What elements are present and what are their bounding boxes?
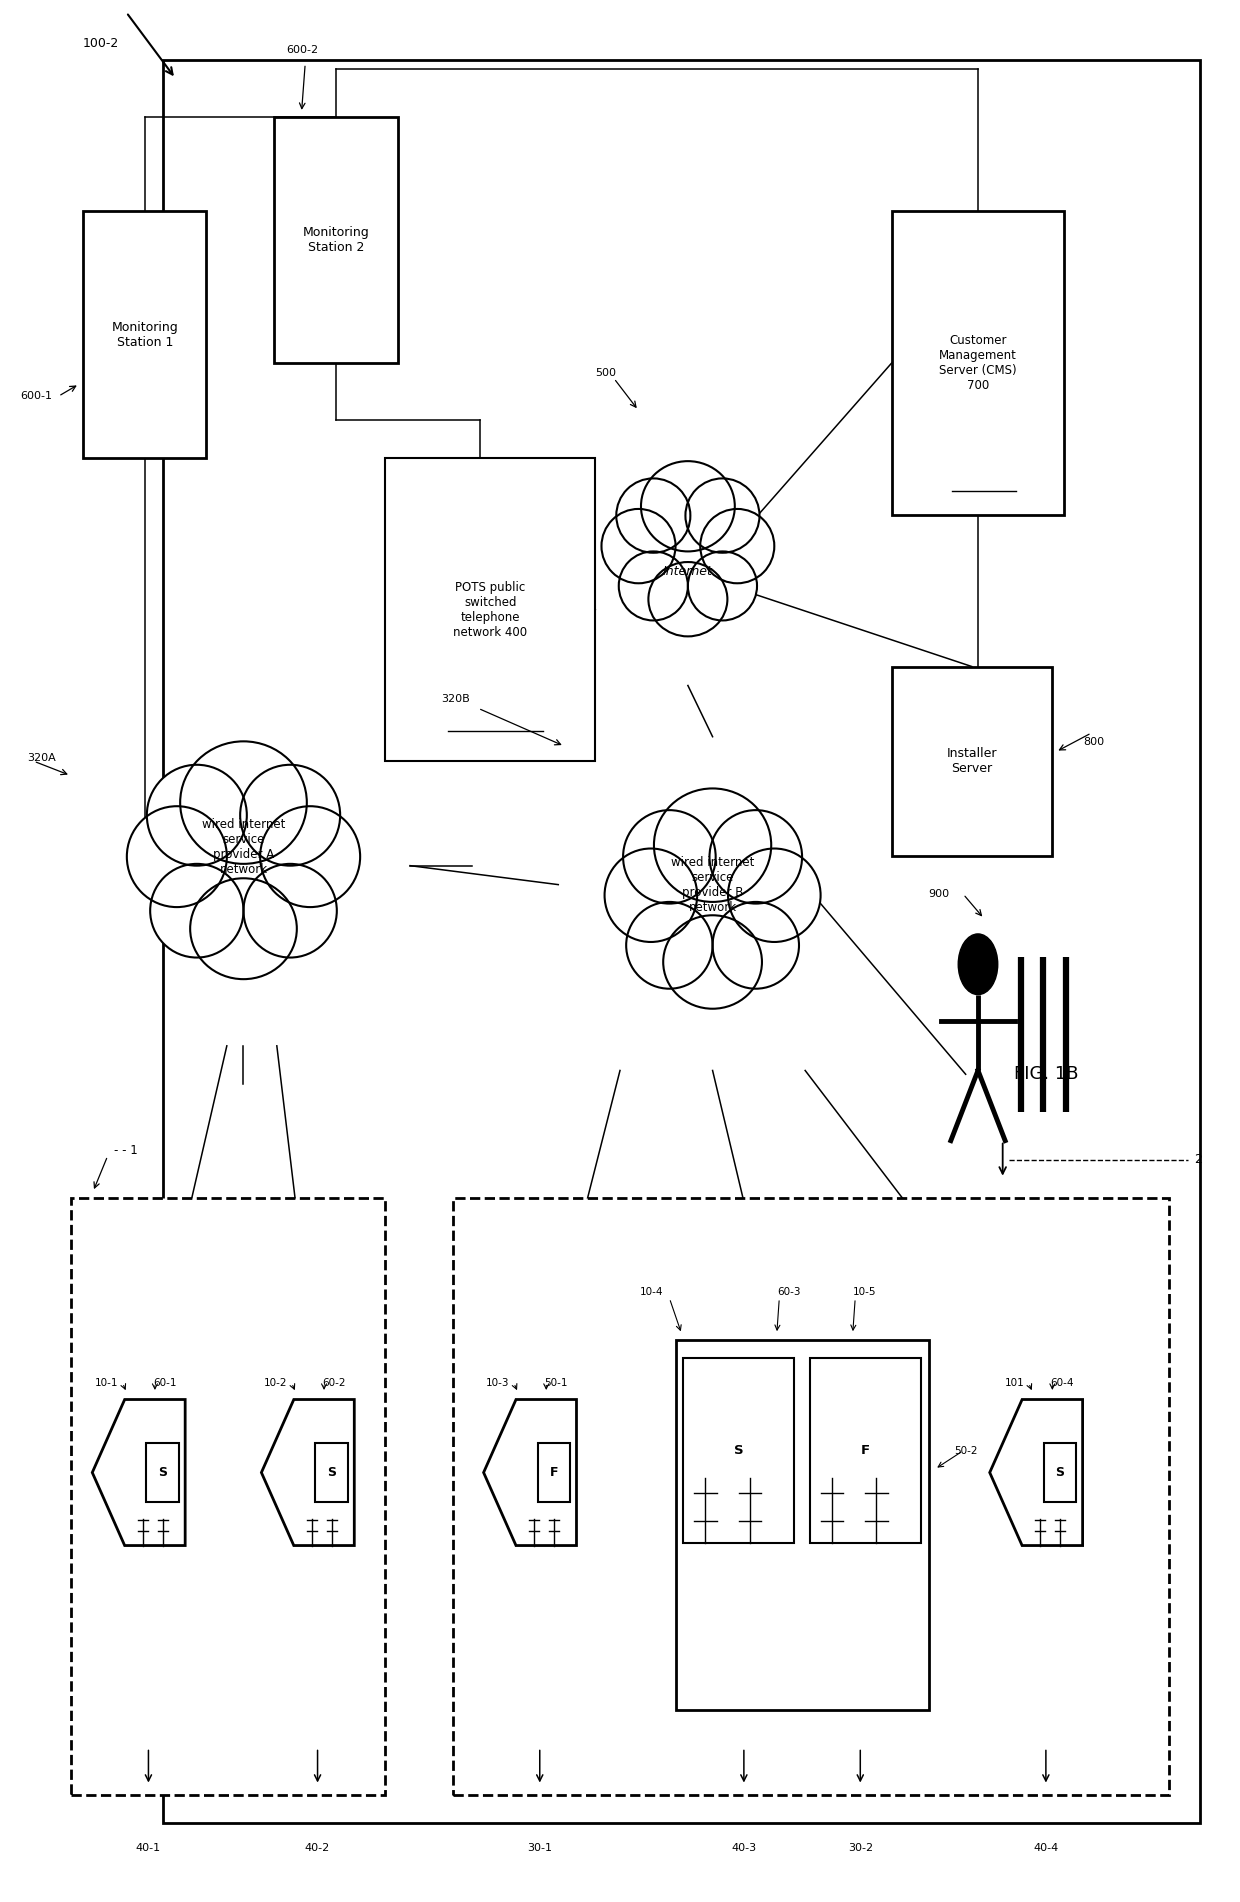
Text: 101: 101 — [1004, 1377, 1024, 1388]
FancyBboxPatch shape — [83, 211, 207, 458]
Text: 60-1: 60-1 — [153, 1377, 176, 1388]
Text: 10-4: 10-4 — [640, 1288, 663, 1297]
Ellipse shape — [241, 765, 340, 865]
Text: 40-3: 40-3 — [732, 1843, 756, 1853]
Ellipse shape — [605, 848, 697, 941]
Text: 800: 800 — [1083, 738, 1104, 747]
Text: 10-5: 10-5 — [853, 1288, 877, 1297]
Text: 40-1: 40-1 — [136, 1843, 161, 1853]
Text: 40-2: 40-2 — [305, 1843, 330, 1853]
Ellipse shape — [728, 848, 821, 941]
Ellipse shape — [601, 510, 676, 584]
FancyBboxPatch shape — [810, 1358, 921, 1543]
Ellipse shape — [619, 552, 688, 620]
FancyBboxPatch shape — [892, 666, 1052, 856]
FancyBboxPatch shape — [146, 1442, 179, 1503]
Text: 60-3: 60-3 — [776, 1288, 800, 1297]
Text: 50-1: 50-1 — [544, 1377, 568, 1388]
Polygon shape — [990, 1400, 1083, 1546]
Text: 50-2: 50-2 — [955, 1446, 978, 1455]
FancyBboxPatch shape — [315, 1442, 347, 1503]
Text: 30-2: 30-2 — [848, 1843, 873, 1853]
FancyBboxPatch shape — [676, 1339, 929, 1710]
FancyBboxPatch shape — [538, 1442, 570, 1503]
Text: 40-4: 40-4 — [1033, 1843, 1059, 1853]
Ellipse shape — [146, 765, 247, 865]
FancyBboxPatch shape — [454, 1198, 1169, 1795]
Text: 60-4: 60-4 — [1050, 1377, 1074, 1388]
Text: 30-1: 30-1 — [527, 1843, 552, 1853]
Ellipse shape — [651, 837, 774, 970]
Text: 2: 2 — [1194, 1153, 1202, 1166]
Ellipse shape — [701, 510, 774, 584]
Text: 60-2: 60-2 — [322, 1377, 346, 1388]
Text: S: S — [327, 1466, 336, 1480]
Ellipse shape — [243, 864, 337, 957]
Polygon shape — [484, 1400, 577, 1546]
Text: Installer
Server: Installer Server — [946, 747, 997, 776]
Ellipse shape — [709, 810, 802, 903]
Ellipse shape — [653, 789, 771, 902]
Text: Internet: Internet — [663, 565, 713, 578]
Ellipse shape — [180, 742, 306, 864]
Ellipse shape — [150, 864, 243, 957]
Ellipse shape — [688, 552, 758, 620]
Ellipse shape — [649, 561, 728, 637]
Text: Monitoring
Station 1: Monitoring Station 1 — [112, 321, 179, 348]
Text: 320B: 320B — [441, 694, 470, 704]
FancyBboxPatch shape — [683, 1358, 795, 1543]
FancyBboxPatch shape — [274, 116, 398, 363]
Text: FIG. 1B: FIG. 1B — [1013, 1065, 1078, 1084]
Circle shape — [959, 934, 998, 995]
Text: - - 1: - - 1 — [114, 1143, 138, 1156]
Ellipse shape — [713, 902, 799, 989]
Ellipse shape — [686, 479, 759, 553]
FancyBboxPatch shape — [164, 59, 1200, 1824]
Ellipse shape — [616, 479, 691, 553]
Text: wired internet
service
provider A
network: wired internet service provider A networ… — [202, 818, 285, 875]
Ellipse shape — [190, 879, 296, 980]
Text: S: S — [734, 1444, 744, 1457]
Text: POTS public
switched
telephone
network 400: POTS public switched telephone network 4… — [454, 580, 527, 639]
Text: 500: 500 — [595, 367, 616, 378]
Text: 100-2: 100-2 — [83, 38, 119, 49]
Polygon shape — [92, 1400, 185, 1546]
Text: 320A: 320A — [27, 753, 56, 763]
Ellipse shape — [639, 500, 738, 607]
Text: Customer
Management
Server (CMS)
700: Customer Management Server (CMS) 700 — [939, 335, 1017, 392]
Ellipse shape — [622, 810, 715, 903]
Text: S: S — [1055, 1466, 1064, 1480]
Ellipse shape — [663, 915, 761, 1008]
Text: F: F — [861, 1444, 870, 1457]
FancyBboxPatch shape — [892, 211, 1064, 515]
Text: 10-3: 10-3 — [486, 1377, 510, 1388]
Ellipse shape — [126, 806, 227, 907]
Text: 900: 900 — [929, 888, 950, 900]
Ellipse shape — [260, 806, 360, 907]
Ellipse shape — [641, 460, 735, 552]
Text: S: S — [157, 1466, 167, 1480]
Text: wired internet
service
provider B
network: wired internet service provider B networ… — [671, 856, 754, 913]
Ellipse shape — [626, 902, 713, 989]
FancyBboxPatch shape — [386, 458, 595, 761]
Text: 600-1: 600-1 — [20, 392, 52, 401]
FancyBboxPatch shape — [71, 1198, 386, 1795]
Text: F: F — [549, 1466, 558, 1480]
Text: 10-2: 10-2 — [264, 1377, 288, 1388]
Polygon shape — [262, 1400, 355, 1546]
Ellipse shape — [177, 793, 310, 938]
Text: 600-2: 600-2 — [286, 46, 319, 55]
FancyBboxPatch shape — [1044, 1442, 1076, 1503]
Text: Monitoring
Station 2: Monitoring Station 2 — [303, 226, 370, 253]
Text: 10-1: 10-1 — [94, 1377, 118, 1388]
